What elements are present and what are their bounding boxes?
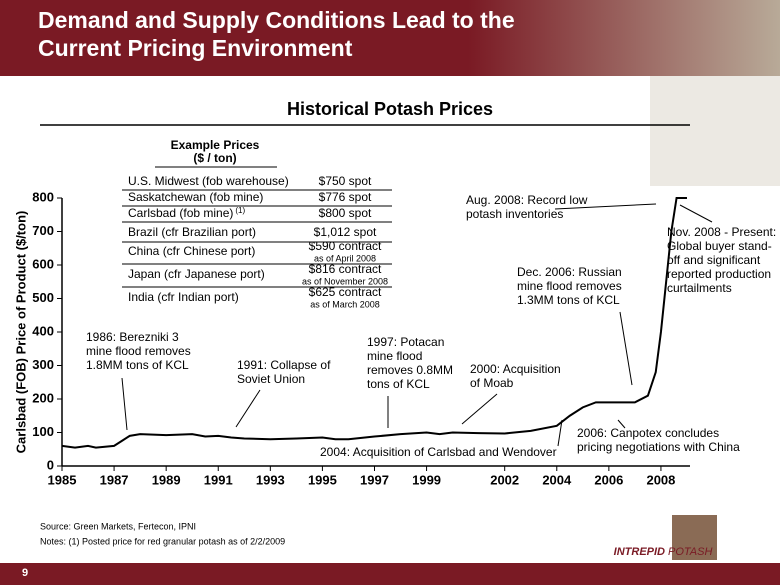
logo-mark (672, 515, 717, 560)
y-tick-label: 800 (32, 189, 54, 204)
header-title: Current Pricing Environment (38, 35, 353, 61)
annotation: 1991: Collapse of (237, 358, 331, 372)
table-subtitle: ($ / ton) (193, 151, 236, 165)
annotation: Aug. 2008: Record low (466, 193, 588, 207)
price-line (61, 197, 687, 449)
table-row-label: Carlsbad (fob mine) (128, 206, 233, 220)
chart-title: Historical Potash Prices (287, 99, 493, 119)
x-tick-label: 1993 (256, 472, 285, 487)
y-axis-label: Carlsbad (FOB) Price of Product ($/ton) (13, 211, 28, 454)
annotation: mine flood removes (86, 344, 191, 358)
header-title: Demand and Supply Conditions Lead to the (38, 7, 515, 33)
table-row-price: $816 contract (309, 262, 382, 276)
annotation: reported production (667, 267, 771, 281)
x-tick-label: 1991 (204, 472, 233, 487)
x-tick-label: 1997 (360, 472, 389, 487)
table-row-label: Saskatchewan (fob mine) (128, 190, 263, 204)
y-tick-label: 200 (32, 390, 54, 405)
footer-band (0, 563, 780, 585)
table-row-note: as of November 2008 (302, 276, 388, 286)
x-tick-label: 2006 (594, 472, 623, 487)
annotation: Soviet Union (237, 372, 305, 386)
table-title: Example Prices (171, 138, 260, 152)
annotation-arrow (619, 311, 633, 386)
annotation-arrow (679, 204, 713, 223)
annotation: off and significant (667, 253, 761, 267)
x-tick-label: 1999 (412, 472, 441, 487)
source: Source: Green Markets, Fertecon, IPNI (40, 521, 196, 531)
header-texture (650, 76, 780, 186)
table-row-label: China (cfr Chinese port) (128, 244, 255, 258)
header-band (0, 0, 780, 76)
x-tick-label: 1987 (100, 472, 129, 487)
y-tick-label: 700 (32, 223, 54, 238)
table-row-note: as of April 2008 (314, 253, 376, 263)
table-row-price: $590 contract (309, 239, 382, 253)
plot: U.S. Midwest (fob warehouse) $750 spot Sas… (32, 174, 776, 487)
annotation: tons of KCL (367, 377, 430, 391)
table-row-price: $1,012 spot (314, 225, 377, 239)
annotation: Global buyer stand- (667, 239, 772, 253)
x-tick-label: 2004 (542, 472, 572, 487)
table-row-price: $750 spot (319, 174, 372, 188)
annotation: Dec. 2006: Russian (517, 265, 622, 279)
x-tick-label: 2008 (646, 472, 675, 487)
annotation: removes 0.8MM (367, 363, 453, 377)
table-row-note: as of March 2008 (310, 299, 380, 309)
table-row-label: India (cfr Indian port) (128, 290, 239, 304)
table-row-price: $625 contract (309, 285, 382, 299)
annotation-arrow (617, 419, 626, 429)
annotation: 2000: Acquisition (470, 362, 561, 376)
annotation: of Moab (470, 376, 514, 390)
annotation: potash inventories (466, 207, 563, 221)
annotation-arrow (235, 389, 261, 428)
annotation-arrow (461, 393, 498, 425)
y-tick-label: 0 (47, 457, 54, 472)
annotation-arrow (121, 377, 128, 431)
table-row-price: $776 spot (319, 190, 372, 204)
y-tick-label: 100 (32, 424, 54, 439)
x-tick-label: 1985 (48, 472, 77, 487)
annotation: Nov. 2008 - Present: (667, 225, 776, 239)
annotation: 1997: Potacan (367, 335, 444, 349)
annotation: 1.8MM tons of KCL (86, 358, 189, 372)
x-tick-label: 2002 (490, 472, 519, 487)
annotation: 2004: Acquisition of Carlsbad and Wendov… (320, 445, 557, 459)
y-tick-label: 500 (32, 290, 54, 305)
logo-left: INTREPID (614, 546, 665, 558)
table-row-label: Japan (cfr Japanese port) (128, 267, 265, 281)
annotation-arrow (554, 203, 657, 210)
annotation: mine flood (367, 349, 422, 363)
annotation-arrow (557, 419, 563, 447)
annotation: 1.3MM tons of KCL (517, 293, 620, 307)
annotation: pricing negotiations with China (577, 440, 740, 454)
annotation: mine flood removes (517, 279, 622, 293)
annotation: 2006: Canpotex concludes (577, 426, 719, 440)
table-row-label: Brazil (cfr Brazilian port) (128, 225, 256, 239)
table-footnote: (1) (235, 206, 245, 215)
table-row-label: U.S. Midwest (fob warehouse) (128, 174, 289, 188)
page-number: 9 (22, 567, 28, 579)
table-row-price: $800 spot (319, 206, 372, 220)
y-tick-label: 300 (32, 357, 54, 372)
x-tick-label: 1989 (152, 472, 181, 487)
y-tick-label: 400 (32, 323, 54, 338)
logo-right: POTASH (668, 546, 712, 558)
annotation: 1986: Berezniki 3 (86, 330, 179, 344)
x-tick-label: 1995 (308, 472, 337, 487)
notes: Notes: (1) Posted price for red granular… (40, 536, 285, 546)
y-tick-label: 600 (32, 256, 54, 271)
annotation: curtailments (667, 281, 732, 295)
